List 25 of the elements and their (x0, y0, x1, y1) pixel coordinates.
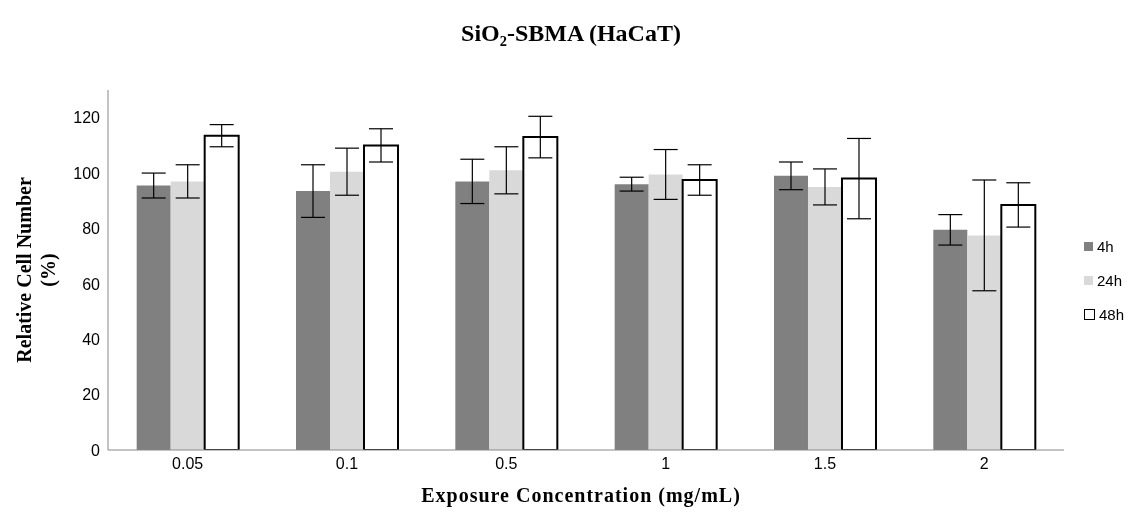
legend-label: 48h (1098, 305, 1124, 323)
x-tick-label: 2 (979, 455, 989, 473)
bar (648, 174, 683, 450)
bar (967, 235, 1002, 450)
bar (807, 186, 842, 450)
y-tick-label: 100 (73, 164, 101, 182)
legend-label: 4h (1096, 237, 1114, 255)
y-tick-label: 20 (82, 386, 101, 404)
y-tick-label: 80 (82, 220, 101, 238)
x-tick-label: 0.1 (335, 455, 359, 473)
x-tick-label: 0.5 (495, 455, 518, 473)
x-tick-label: 1.5 (813, 455, 837, 473)
chart-title: SiO₂-SBMA (HaCaT) (460, 19, 682, 48)
x-axis-title: Exposure Concentration (mg/mL) (420, 484, 742, 507)
y-axis-title: Relative Cell Number (%) (13, 177, 60, 363)
y-tick-label: 40 (82, 330, 101, 348)
x-tick-label: 1 (661, 455, 671, 473)
y-tick-label: 60 (82, 275, 101, 293)
bar (489, 170, 524, 450)
legend-label: 24h (1096, 271, 1122, 289)
x-tick-label: 0.05 (172, 455, 204, 473)
bar (330, 171, 365, 450)
bar (170, 181, 205, 450)
y-tick-label: 120 (73, 109, 101, 127)
y-tick-label: 0 (91, 441, 101, 459)
